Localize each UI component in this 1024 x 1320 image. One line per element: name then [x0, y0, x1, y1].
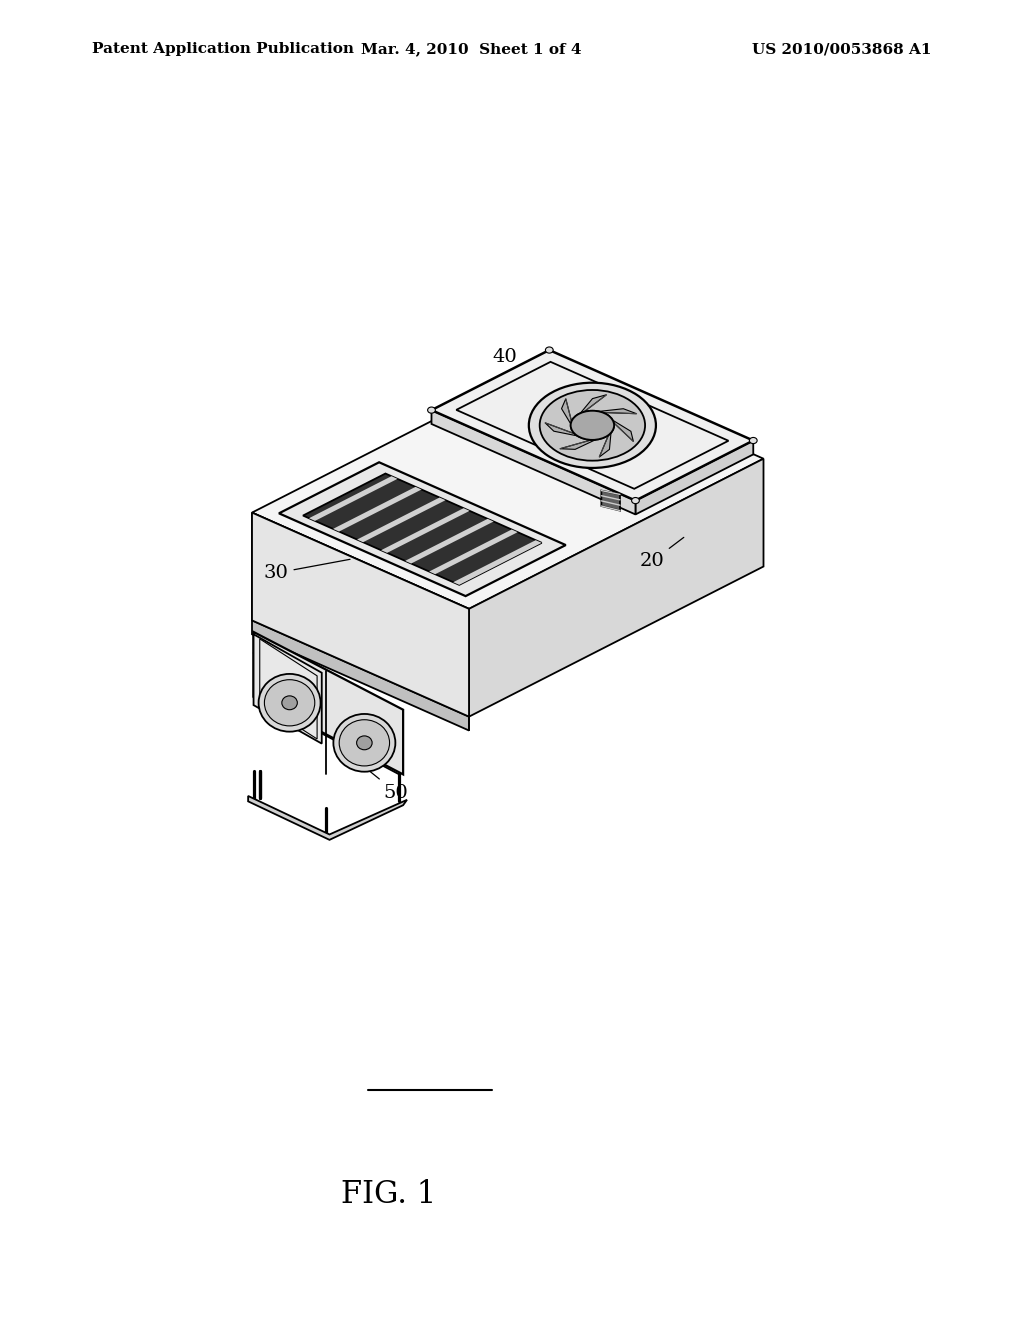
Ellipse shape	[428, 407, 435, 413]
Polygon shape	[636, 441, 754, 515]
Polygon shape	[431, 411, 636, 515]
Ellipse shape	[632, 498, 639, 504]
Polygon shape	[469, 459, 764, 717]
Polygon shape	[592, 409, 637, 413]
Text: 50: 50	[347, 752, 409, 801]
Polygon shape	[607, 417, 634, 441]
Polygon shape	[333, 487, 422, 532]
Ellipse shape	[264, 680, 314, 726]
Polygon shape	[429, 529, 518, 574]
Polygon shape	[601, 491, 620, 511]
Polygon shape	[248, 796, 407, 840]
Polygon shape	[279, 462, 565, 597]
Polygon shape	[454, 540, 542, 585]
Polygon shape	[252, 363, 764, 609]
Polygon shape	[252, 620, 469, 730]
Polygon shape	[578, 395, 606, 417]
Ellipse shape	[259, 675, 321, 731]
Polygon shape	[545, 422, 584, 437]
Text: US 2010/0053868 A1: US 2010/0053868 A1	[753, 42, 932, 57]
Ellipse shape	[570, 411, 614, 440]
Ellipse shape	[339, 719, 389, 766]
Text: 40: 40	[493, 348, 587, 396]
Polygon shape	[254, 632, 403, 775]
Polygon shape	[431, 350, 754, 500]
Polygon shape	[406, 519, 494, 564]
Text: 30: 30	[263, 560, 350, 582]
Polygon shape	[252, 512, 469, 717]
Polygon shape	[560, 437, 601, 449]
Polygon shape	[599, 428, 611, 457]
Text: 20: 20	[640, 537, 684, 570]
Polygon shape	[381, 508, 470, 553]
Ellipse shape	[570, 411, 614, 440]
Ellipse shape	[540, 389, 645, 461]
Polygon shape	[561, 399, 573, 428]
Text: Patent Application Publication: Patent Application Publication	[92, 42, 354, 57]
Ellipse shape	[334, 714, 395, 772]
Polygon shape	[309, 477, 397, 521]
Ellipse shape	[528, 383, 656, 469]
Text: FIG. 1: FIG. 1	[341, 1179, 437, 1210]
Polygon shape	[254, 635, 322, 743]
Ellipse shape	[356, 737, 372, 750]
Polygon shape	[254, 635, 399, 730]
Ellipse shape	[750, 437, 757, 444]
Polygon shape	[254, 653, 399, 775]
Ellipse shape	[282, 696, 297, 710]
Polygon shape	[303, 474, 542, 585]
Polygon shape	[252, 512, 469, 717]
Text: Mar. 4, 2010  Sheet 1 of 4: Mar. 4, 2010 Sheet 1 of 4	[360, 42, 582, 57]
Ellipse shape	[546, 347, 553, 354]
Polygon shape	[357, 498, 445, 543]
